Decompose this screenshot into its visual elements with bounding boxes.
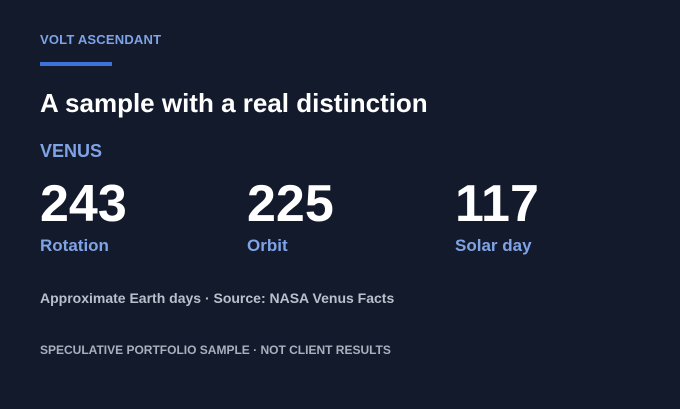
stat: 117 Solar day [455,174,539,256]
stat-value: 243 [40,175,127,233]
stat-label: Orbit [247,236,288,255]
accent-rule [40,62,112,66]
stat-label: Solar day [455,236,532,255]
stat-value: 117 [455,175,539,233]
stat: 243 Rotation [40,174,127,256]
title: A sample with a real distinction [40,88,428,118]
stat: 225 Orbit [247,174,334,256]
eyebrow: VOLT ASCENDANT [40,32,162,47]
subject: VENUS [40,141,103,161]
stat-label: Rotation [40,236,109,255]
footer: SPECULATIVE PORTFOLIO SAMPLE · NOT CLIEN… [40,343,391,357]
stat-value: 225 [247,175,334,233]
note: Approximate Earth days · Source: NASA Ve… [40,290,395,306]
